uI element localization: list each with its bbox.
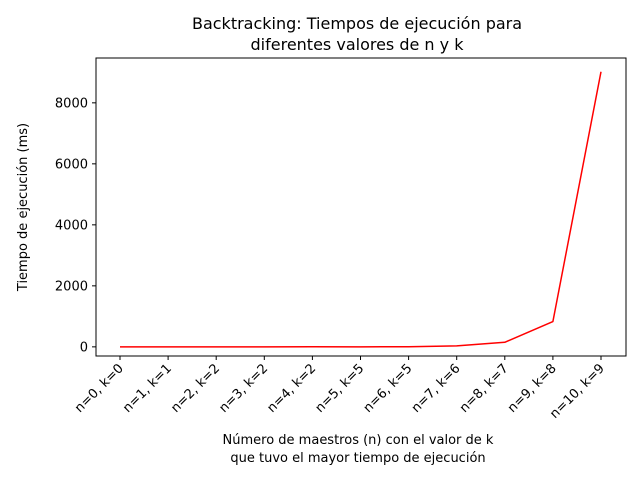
plot-area xyxy=(95,57,627,357)
x-axis: n=0, k=0n=1, k=1n=2, k=2n=3, k=2n=4, k=2… xyxy=(72,356,608,422)
chart-title-line-1: Backtracking: Tiempos de ejecución para xyxy=(192,14,522,33)
x-tick-label: n=2, k=2 xyxy=(168,361,223,416)
x-tick-label: n=7, k=6 xyxy=(409,361,464,416)
y-tick-label: 2000 xyxy=(55,279,88,294)
series-line xyxy=(120,71,602,348)
x-tick-label: n=5, k=5 xyxy=(313,361,368,416)
y-tick-label: 8000 xyxy=(55,96,88,111)
series-group xyxy=(119,71,602,348)
y-axis: 0 2000 4000 6000 8000 xyxy=(55,96,96,355)
x-axis-label-line-1: Número de maestros (n) con el valor de k xyxy=(223,433,494,448)
x-tick-label: n=8, k=7 xyxy=(457,361,512,416)
y-axis-label: Tiempo de ejecución (ms) xyxy=(16,123,31,292)
x-axis-label-line-2: que tuvo el mayor tiempo de ejecución xyxy=(230,451,485,466)
chart-title-line-2: diferentes valores de n y k xyxy=(251,35,465,54)
chart-title: Backtracking: Tiempos de ejecución para … xyxy=(192,14,522,54)
x-tick-label: n=3, k=2 xyxy=(216,361,271,416)
x-tick-label: n=0, k=0 xyxy=(72,361,127,416)
y-tick-label: 6000 xyxy=(55,157,88,172)
x-axis-label: Número de maestros (n) con el valor de k… xyxy=(223,433,494,466)
y-tick-label: 0 xyxy=(80,340,88,355)
y-tick-label: 4000 xyxy=(55,218,88,233)
x-tick-label: n=6, k=5 xyxy=(361,361,416,416)
x-tick-label: n=4, k=2 xyxy=(265,361,320,416)
x-tick-label: n=1, k=1 xyxy=(120,361,175,416)
